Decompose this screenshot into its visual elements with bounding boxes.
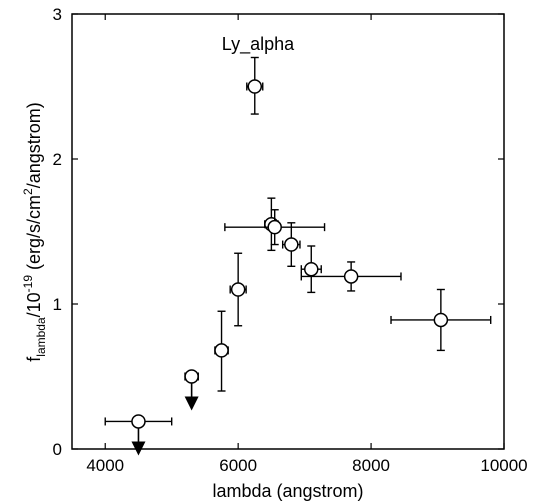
y-label-base-sub: lambda bbox=[34, 317, 48, 357]
x-tick-label: 4000 bbox=[86, 456, 124, 475]
x-tick-label: 6000 bbox=[219, 456, 257, 475]
data-point bbox=[224, 209, 326, 246]
y-label-unit-sup: 2 bbox=[21, 188, 35, 195]
y-label-mid: /10 bbox=[24, 292, 44, 317]
marker-circle bbox=[214, 343, 229, 358]
upper-limit-arrow bbox=[131, 441, 146, 456]
axis-tick-labels: 4000 6000 8000 10000 0 1 2 3 bbox=[53, 5, 528, 475]
data-point bbox=[214, 310, 229, 392]
data-point bbox=[229, 252, 247, 327]
upper-limit-arrow bbox=[184, 396, 199, 411]
data-point bbox=[184, 369, 199, 411]
plot-frame bbox=[71, 13, 505, 450]
y-label-unit-a: (erg/s/cm bbox=[24, 195, 44, 275]
y-tick-label: 3 bbox=[53, 5, 62, 24]
marker-circle bbox=[267, 219, 282, 235]
data-point bbox=[390, 288, 492, 352]
marker-circle bbox=[184, 369, 199, 384]
y-label-mid-sup: -19 bbox=[21, 275, 35, 293]
marker-circle bbox=[343, 269, 359, 284]
data-points bbox=[104, 56, 492, 456]
x-tick-label: 10000 bbox=[480, 456, 527, 475]
y-tick-label: 0 bbox=[53, 440, 62, 459]
data-point bbox=[281, 222, 301, 267]
marker-circle bbox=[247, 79, 263, 94]
marker-circle bbox=[284, 237, 299, 252]
data-point bbox=[300, 245, 322, 294]
data-point bbox=[246, 56, 264, 115]
x-tick-label: 8000 bbox=[352, 456, 390, 475]
y-label-unit-b: /angstrom) bbox=[24, 102, 44, 188]
ly-alpha-annotation: Ly_alpha bbox=[222, 34, 295, 55]
y-label-base: f bbox=[24, 356, 44, 362]
y-tick-label: 1 bbox=[53, 295, 62, 314]
y-tick-label: 2 bbox=[53, 150, 62, 169]
marker-circle bbox=[304, 261, 319, 277]
data-point bbox=[300, 261, 402, 292]
marker-circle bbox=[131, 414, 146, 429]
marker-circle bbox=[433, 312, 449, 328]
axis-ticks bbox=[72, 13, 505, 450]
data-point bbox=[104, 414, 173, 456]
x-axis-label: lambda (angstrom) bbox=[212, 481, 363, 501]
y-axis-label: flambda/10-19 (erg/s/cm2/angstrom) bbox=[21, 102, 48, 361]
marker-circle bbox=[230, 282, 246, 297]
